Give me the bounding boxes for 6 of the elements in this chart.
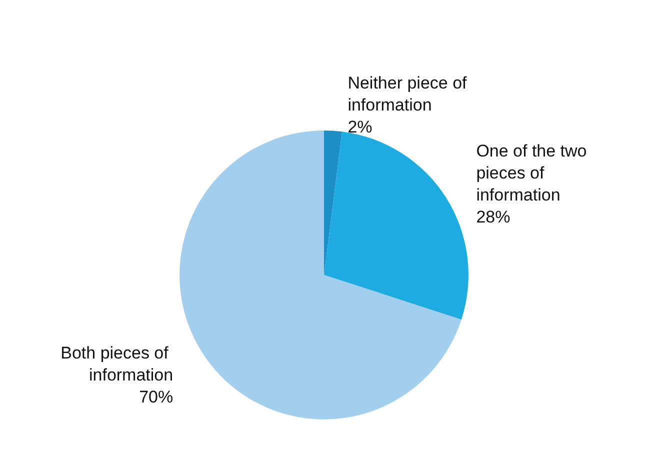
data-label: 28% <box>476 207 510 226</box>
data-label: 70% <box>139 388 174 407</box>
slice-label: Neither piece of information <box>348 73 472 114</box>
slice-label: One of the two pieces of information <box>476 141 592 204</box>
data-label: 2% <box>348 117 372 136</box>
slice-label: Both pieces of information <box>60 344 174 385</box>
